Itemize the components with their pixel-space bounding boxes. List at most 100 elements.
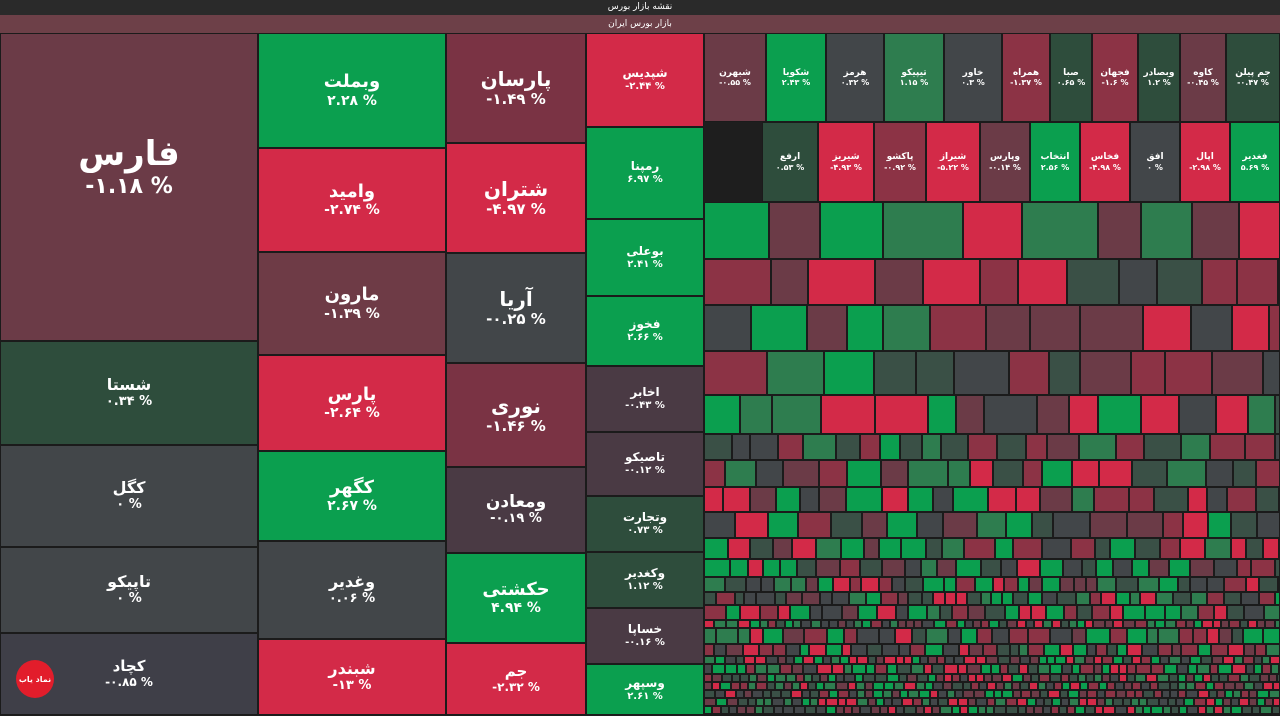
stock-tile-small[interactable] — [819, 487, 846, 512]
stock-tile-small[interactable] — [1008, 664, 1019, 674]
stock-tile-small[interactable] — [1146, 674, 1157, 682]
stock-tile[interactable]: وامید -۲.۷۴ % — [258, 148, 446, 252]
stock-tile-small[interactable] — [904, 656, 912, 664]
stock-tile-small[interactable] — [928, 656, 937, 664]
stock-tile-small[interactable] — [968, 698, 976, 706]
stock-tile-small[interactable] — [984, 395, 1037, 434]
stock-tile-small[interactable] — [806, 577, 818, 592]
stock-tile-small[interactable] — [831, 656, 840, 664]
stock-tile-small[interactable] — [764, 698, 772, 706]
stock-tile-small[interactable] — [964, 656, 976, 664]
stock-tile-small[interactable] — [928, 674, 936, 682]
stock-tile-small[interactable] — [1216, 395, 1248, 434]
stock-tile-small[interactable] — [814, 656, 823, 664]
stock-tile-small[interactable] — [922, 620, 934, 628]
stock-tile-small[interactable] — [1127, 512, 1163, 538]
stock-tile-small[interactable] — [896, 656, 904, 664]
stock-tile-small[interactable] — [1042, 592, 1057, 605]
stock-tile-small[interactable] — [1042, 538, 1071, 559]
stock-tile-small[interactable] — [1096, 644, 1107, 656]
stock-tile-small[interactable] — [792, 538, 816, 559]
stock-tile-small[interactable] — [977, 512, 1006, 538]
stock-tile-small[interactable] — [704, 628, 716, 644]
stock-tile-small[interactable] — [847, 460, 881, 487]
stock-tile-small[interactable] — [746, 577, 761, 592]
stock-tile-small[interactable] — [1017, 559, 1040, 577]
stock-tile[interactable]: شبهرن -۰.۵۵ % — [704, 33, 766, 122]
stock-tile-small[interactable] — [760, 620, 768, 628]
stock-tile[interactable]: مارون -۱.۳۹ % — [258, 252, 446, 355]
stock-tile-small[interactable] — [1043, 706, 1051, 714]
stock-tile-small[interactable] — [760, 605, 778, 620]
stock-tile-small[interactable] — [1116, 592, 1130, 605]
stock-tile-small[interactable] — [864, 538, 879, 559]
stock-tile-small[interactable] — [981, 620, 989, 628]
stock-tile-small[interactable] — [1266, 644, 1280, 656]
stock-tile-small[interactable] — [857, 656, 868, 664]
stock-tile[interactable]: فجهان -۱.۶ % — [1092, 33, 1138, 122]
stock-tile-small[interactable] — [1171, 706, 1179, 714]
stock-tile-small[interactable] — [1006, 706, 1018, 714]
stock-tile-small[interactable] — [1039, 674, 1050, 682]
stock-tile-small[interactable] — [1097, 690, 1105, 698]
stock-tile-small[interactable] — [784, 682, 792, 690]
stock-tile-small[interactable] — [967, 664, 981, 674]
stock-tile[interactable]: تیپیکو ۱.۱۵ % — [884, 33, 944, 122]
stock-tile-small[interactable] — [1154, 690, 1162, 698]
stock-tile-small[interactable] — [1105, 620, 1113, 628]
stock-tile-small[interactable] — [1028, 628, 1050, 644]
stock-tile-small[interactable] — [967, 592, 981, 605]
stock-tile[interactable]: فخاس -۴.۹۸ % — [1080, 122, 1130, 202]
stock-tile-small[interactable] — [1102, 674, 1110, 682]
stock-tile-small[interactable] — [714, 620, 726, 628]
stock-tile-small[interactable] — [933, 682, 943, 690]
stock-tile-small[interactable] — [1110, 538, 1135, 559]
stock-tile-small[interactable] — [954, 656, 964, 664]
stock-tile-small[interactable] — [1177, 664, 1188, 674]
stock-tile-small[interactable] — [749, 674, 757, 682]
stock-tile-small[interactable] — [773, 644, 786, 656]
stock-tile-small[interactable] — [1004, 577, 1018, 592]
stock-tile-small[interactable] — [1256, 460, 1280, 487]
stock-tile-small[interactable] — [986, 305, 1030, 351]
stock-tile-small[interactable] — [1023, 674, 1031, 682]
stock-tile-small[interactable] — [1017, 698, 1027, 706]
stock-tile-small[interactable] — [704, 538, 728, 559]
stock-tile-small[interactable] — [884, 698, 892, 706]
stock-tile-small[interactable] — [1176, 698, 1184, 706]
stock-tile-small[interactable] — [811, 620, 821, 628]
stock-tile-small[interactable] — [1219, 674, 1228, 682]
stock-tile-small[interactable] — [750, 538, 773, 559]
stock-tile-small[interactable] — [1029, 682, 1038, 690]
stock-tile-small[interactable] — [981, 559, 1001, 577]
stock-tile-small[interactable] — [985, 605, 1005, 620]
stock-tile-small[interactable] — [971, 682, 979, 690]
stock-tile-small[interactable] — [1006, 512, 1032, 538]
stock-tile-small[interactable] — [1102, 656, 1113, 664]
stock-tile-small[interactable] — [1198, 706, 1206, 714]
stock-tile[interactable]: آریا -۰.۲۵ % — [446, 253, 586, 363]
stock-tile-small[interactable] — [1123, 656, 1132, 664]
stock-tile-small[interactable] — [1143, 305, 1191, 351]
stock-tile-small[interactable] — [737, 664, 746, 674]
stock-tile-small[interactable] — [774, 706, 783, 714]
stock-tile-small[interactable] — [852, 706, 860, 714]
stock-tile-small[interactable] — [1150, 682, 1158, 690]
stock-tile-small[interactable] — [1181, 605, 1198, 620]
stock-tile-small[interactable] — [1275, 395, 1280, 434]
stock-tile-small[interactable] — [752, 690, 763, 698]
stock-tile-small[interactable] — [800, 644, 809, 656]
stock-tile-small[interactable] — [750, 620, 760, 628]
stock-tile-small[interactable] — [865, 690, 873, 698]
stock-tile-small[interactable] — [800, 682, 808, 690]
stock-tile-small[interactable] — [1158, 644, 1172, 656]
stock-tile-small[interactable] — [923, 259, 980, 305]
stock-tile-small[interactable] — [1180, 538, 1205, 559]
stock-tile-small[interactable] — [852, 664, 866, 674]
stock-tile[interactable]: ومعادن -۰.۱۹ % — [446, 467, 586, 553]
stock-tile-small[interactable] — [850, 577, 861, 592]
stock-tile-small[interactable] — [790, 605, 810, 620]
stock-tile-small[interactable] — [1248, 620, 1257, 628]
stock-tile-small[interactable] — [1232, 664, 1246, 674]
stock-tile-small[interactable] — [943, 512, 977, 538]
